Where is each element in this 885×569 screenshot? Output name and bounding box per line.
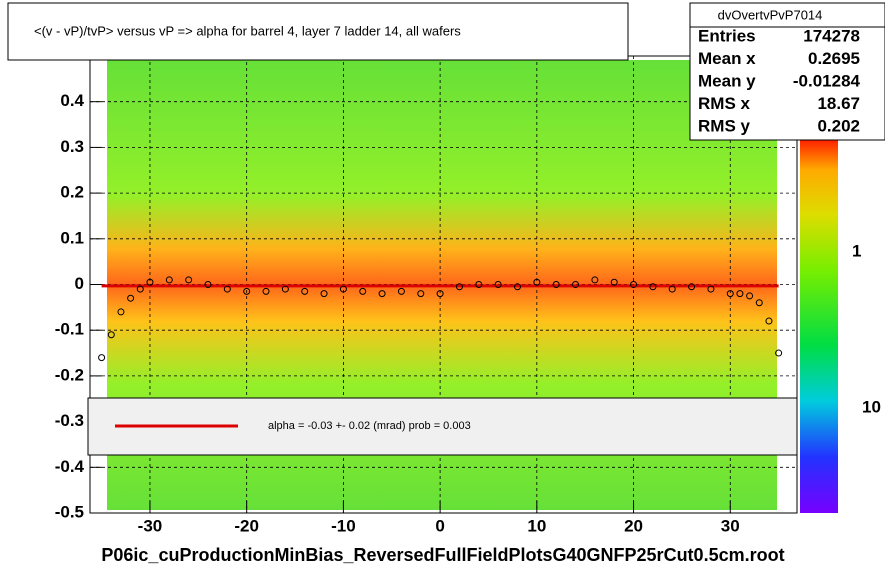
profile-point	[513, 283, 521, 291]
profile-point	[455, 283, 463, 291]
profile-point	[359, 287, 367, 295]
profile-point	[591, 276, 599, 284]
y-tick-label: -0.2	[55, 365, 84, 384]
palette-label: 1	[852, 241, 861, 260]
color-palette	[800, 140, 838, 513]
profile-point	[436, 290, 444, 298]
profile-point	[688, 283, 696, 291]
profile-point	[98, 354, 106, 362]
profile-point	[397, 287, 405, 295]
profile-point	[668, 285, 676, 293]
palette-label: 10	[862, 397, 881, 416]
y-tick-label: 0.1	[60, 228, 84, 247]
profile-point	[320, 290, 328, 298]
x-tick-label: -10	[331, 516, 356, 535]
profile-point	[117, 308, 125, 316]
y-tick-label: 0.3	[60, 137, 84, 156]
profile-point	[185, 276, 193, 284]
profile-point	[475, 281, 483, 288]
stats-value: 174278	[803, 26, 860, 45]
profile-point	[610, 278, 618, 286]
profile-point	[339, 285, 347, 293]
profile-point	[378, 290, 386, 298]
x-tick-label: 0	[435, 516, 444, 535]
y-tick-label: -0.3	[55, 411, 84, 430]
x-tick-label: -30	[138, 516, 163, 535]
chart-title: <(v - vP)/tvP> versus vP => alpha for ba…	[34, 23, 461, 38]
y-tick-label: -0.4	[55, 457, 85, 476]
profile-point	[755, 299, 763, 307]
y-tick-label: 0.4	[60, 91, 84, 110]
title-box	[7, 2, 629, 61]
profile-point	[281, 285, 289, 293]
y-tick-label: 0.2	[60, 183, 84, 202]
footer: P06ic_cuProductionMinBias_ReversedFullFi…	[101, 545, 784, 565]
x-tick-label: 30	[721, 516, 740, 535]
x-tick-label: 20	[624, 516, 643, 535]
profile-point	[301, 287, 309, 295]
profile-point	[746, 292, 754, 300]
stats-value: -0.01284	[793, 71, 861, 90]
profile-point	[494, 281, 502, 288]
profile-point	[707, 285, 715, 293]
profile-point	[136, 285, 144, 293]
profile-point	[533, 278, 541, 286]
stats-label: Mean x	[698, 49, 756, 68]
profile-point	[262, 287, 270, 295]
y-tick-label: -0.5	[55, 502, 84, 521]
stats-box	[689, 2, 885, 141]
profile-point	[736, 290, 744, 298]
x-tick-label: -20	[234, 516, 259, 535]
profile-point	[552, 281, 560, 288]
profile-point	[243, 287, 251, 295]
stats-label: Entries	[698, 26, 756, 45]
profile-point	[765, 317, 773, 325]
stats-value: 18.67	[817, 94, 860, 113]
stats-value: 0.202	[817, 116, 860, 135]
profile-point	[775, 349, 783, 357]
profile-point	[223, 285, 231, 293]
profile-point	[127, 294, 135, 302]
profile-point	[204, 281, 212, 288]
profile-point	[165, 276, 173, 284]
profile-point	[146, 278, 154, 286]
profile-point	[572, 281, 580, 288]
profile-point	[417, 290, 425, 298]
profile-point	[726, 290, 734, 298]
stats-label: RMS x	[698, 94, 751, 113]
legend-text: alpha = -0.03 +- 0.02 (mrad) prob = 0.00…	[268, 420, 471, 432]
profile-point	[649, 283, 657, 291]
y-tick-label: 0	[75, 274, 84, 293]
stats-name: dvOvertvPvP7014	[718, 7, 823, 22]
stats-label: Mean y	[698, 71, 756, 90]
stats-label: RMS y	[698, 116, 751, 135]
stats-value: 0.2695	[808, 49, 860, 68]
profile-point	[107, 331, 115, 339]
y-tick-label: -0.1	[55, 320, 84, 339]
profile-point	[630, 281, 638, 288]
x-tick-label: 10	[527, 516, 546, 535]
